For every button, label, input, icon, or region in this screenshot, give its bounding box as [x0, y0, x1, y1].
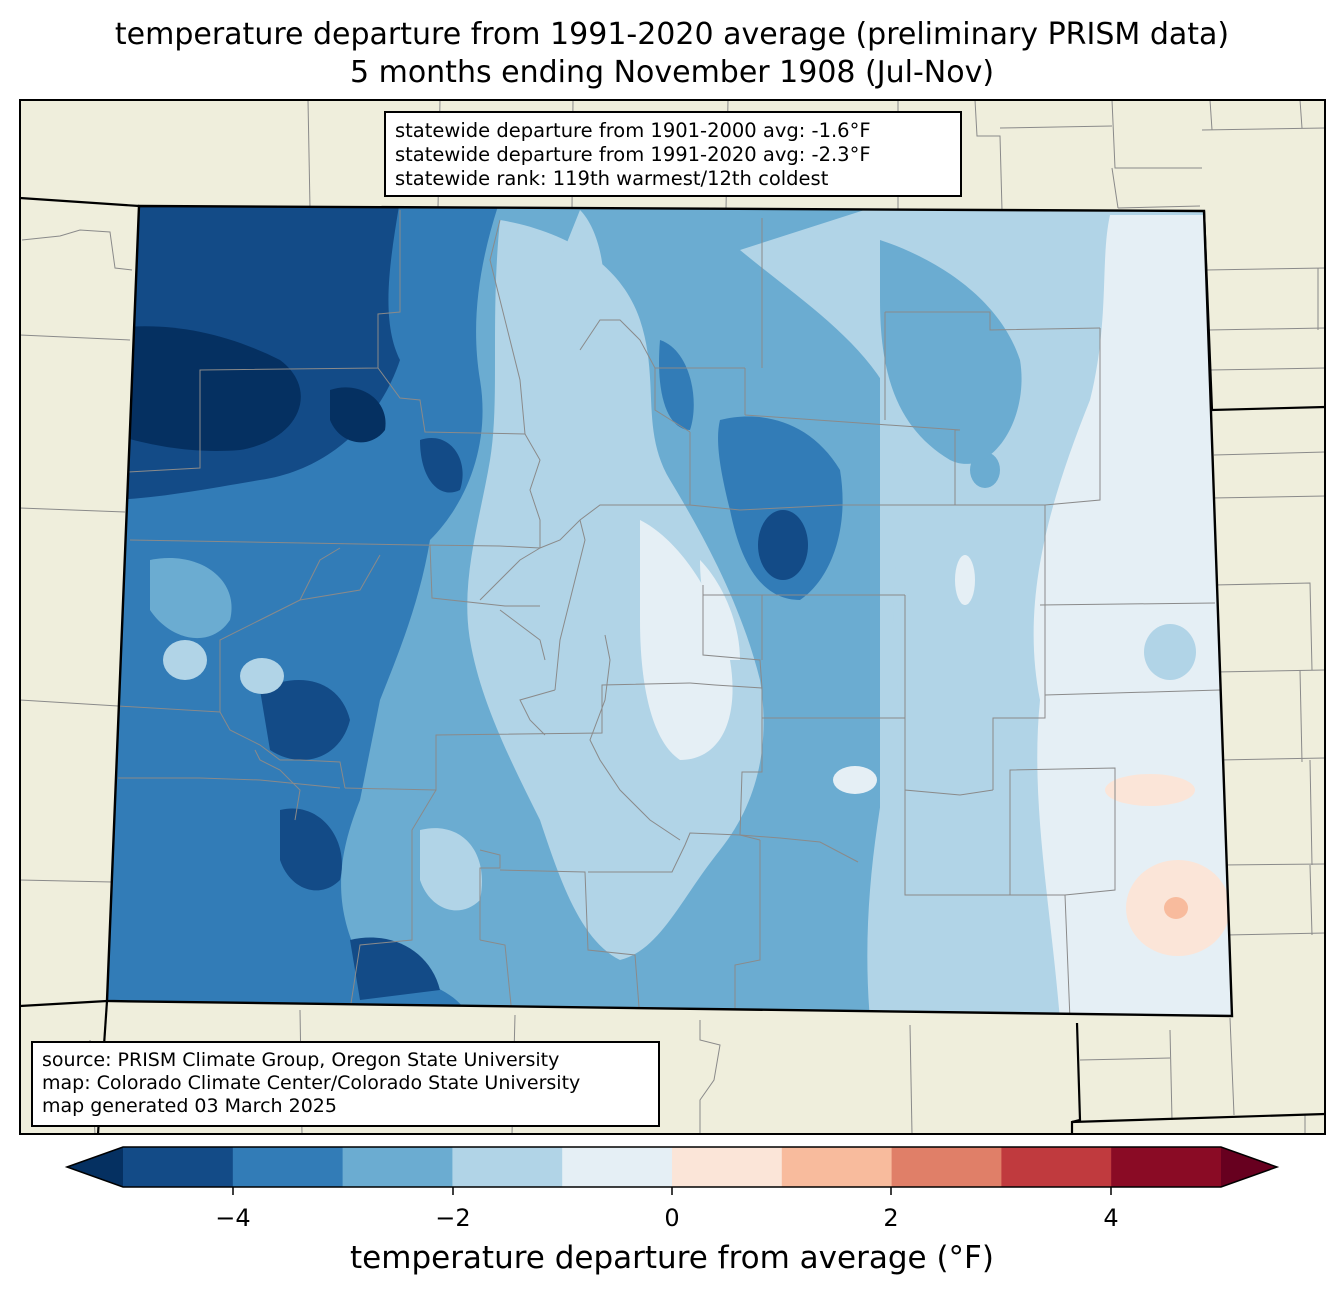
colorbar-tick-label: −4 — [215, 1204, 251, 1232]
colorbar-bin — [1001, 1147, 1112, 1187]
generated-date-line: map generated 03 March 2025 — [42, 1095, 337, 1117]
source-line: source: PRISM Climate Group, Oregon Stat… — [42, 1049, 560, 1071]
colorbar-bin — [672, 1147, 783, 1187]
map-title: temperature departure from 1991-2020 ave… — [114, 17, 1230, 52]
colorado-boundary — [105, 204, 1234, 1018]
colorbar-bin — [891, 1147, 1002, 1187]
map-frame — [19, 99, 1326, 1135]
colorbar — [64, 1146, 1280, 1195]
stats-line-rank: statewide rank: 119th warmest/12th colde… — [395, 167, 829, 190]
colorbar-bin — [781, 1147, 893, 1187]
colorbar-label: temperature departure from average (°F) — [350, 1240, 994, 1276]
colorbar-bin — [232, 1147, 344, 1187]
colorbar-bin — [123, 1147, 234, 1187]
colorbar-tick-label: 4 — [1103, 1204, 1119, 1232]
statewide-stats-box: statewide departure from 1901-2000 avg: … — [384, 111, 962, 197]
colorbar-extend-high — [1221, 1147, 1277, 1187]
colorbar-bin — [452, 1147, 563, 1187]
colorado-county-lines — [117, 210, 1221, 1016]
temperature-field — [107, 206, 1232, 1016]
colorbar-extend-low — [67, 1147, 123, 1187]
colorbar-tick-label: 0 — [664, 1204, 680, 1232]
map-credit-line: map: Colorado Climate Center/Colorado St… — [42, 1072, 581, 1094]
colorbar-tick-label: −2 — [435, 1204, 471, 1232]
map-subtitle: 5 months ending November 1908 (Jul-Nov) — [349, 55, 995, 90]
colorbar-bin — [1111, 1147, 1222, 1187]
source-box: source: PRISM Climate Group, Oregon Stat… — [31, 1041, 660, 1127]
colorbar-bin — [562, 1147, 673, 1187]
stats-line-1901-2000: statewide departure from 1901-2000 avg: … — [395, 119, 871, 142]
colorbar-outline — [64, 1146, 1280, 1188]
colorbar-bin — [342, 1147, 453, 1187]
stats-line-1991-2020: statewide departure from 1991-2020 avg: … — [395, 143, 871, 166]
colorbar-tick-label: 2 — [883, 1204, 899, 1232]
